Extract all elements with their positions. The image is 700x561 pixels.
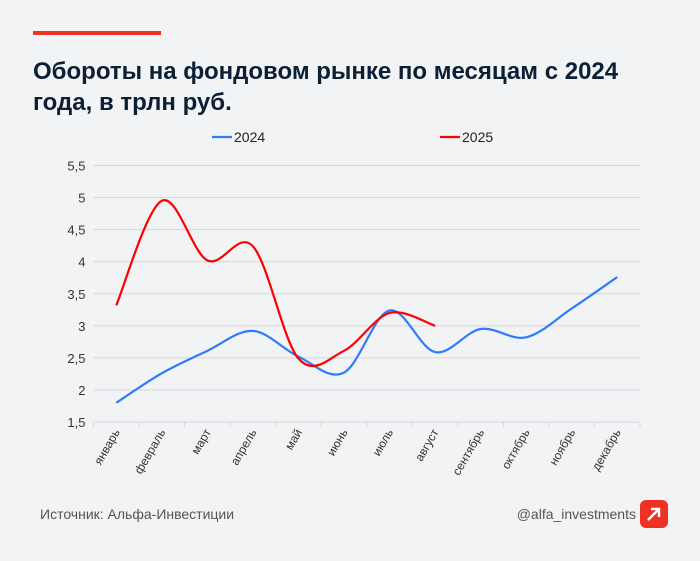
x-tick-label: октябрь [499,427,533,472]
legend-label-2024: 2024 [234,129,265,145]
y-tick-label: 3,5 [67,287,85,302]
x-tick-label: май [282,427,305,453]
y-tick-label: 4,5 [67,223,85,238]
y-tick-label: 1,5 [67,415,85,430]
x-tick-label: декабрь [589,427,624,474]
line-chart: 1,5 2 2,5 3 3,5 4 4,5 5 5,5 январь февраль март апре… [67,129,641,478]
x-tick-label: июль [370,427,396,459]
y-tick-label: 5,5 [67,159,85,174]
y-tick-label: 4 [78,255,85,270]
alfa-arrow-icon [640,500,668,528]
source-note: Источник: Альфа-Инвестиции [40,506,235,522]
x-tick-label: апрель [228,427,260,468]
x-tick-label: сентябрь [450,426,488,477]
accent-bar [33,31,161,35]
x-tick-label: июнь [324,427,350,459]
series-line-2024 [115,276,618,404]
x-tick-label: февраль [132,427,169,477]
y-tick-label: 5 [78,191,85,206]
y-tick-label: 2,5 [67,351,85,366]
legend-label-2025: 2025 [462,129,493,145]
x-tick-label: март [188,426,214,457]
chart-title: Обороты на фондовом рынке по месяцам с 2… [33,58,619,116]
x-tick-label: январь [91,427,123,468]
x-tick-label: ноябрь [546,427,578,468]
x-tick-label: август [412,426,442,464]
social-handle[interactable]: @alfa_investments [516,506,636,522]
y-tick-label: 3 [78,319,85,334]
y-tick-label: 2 [78,383,85,398]
